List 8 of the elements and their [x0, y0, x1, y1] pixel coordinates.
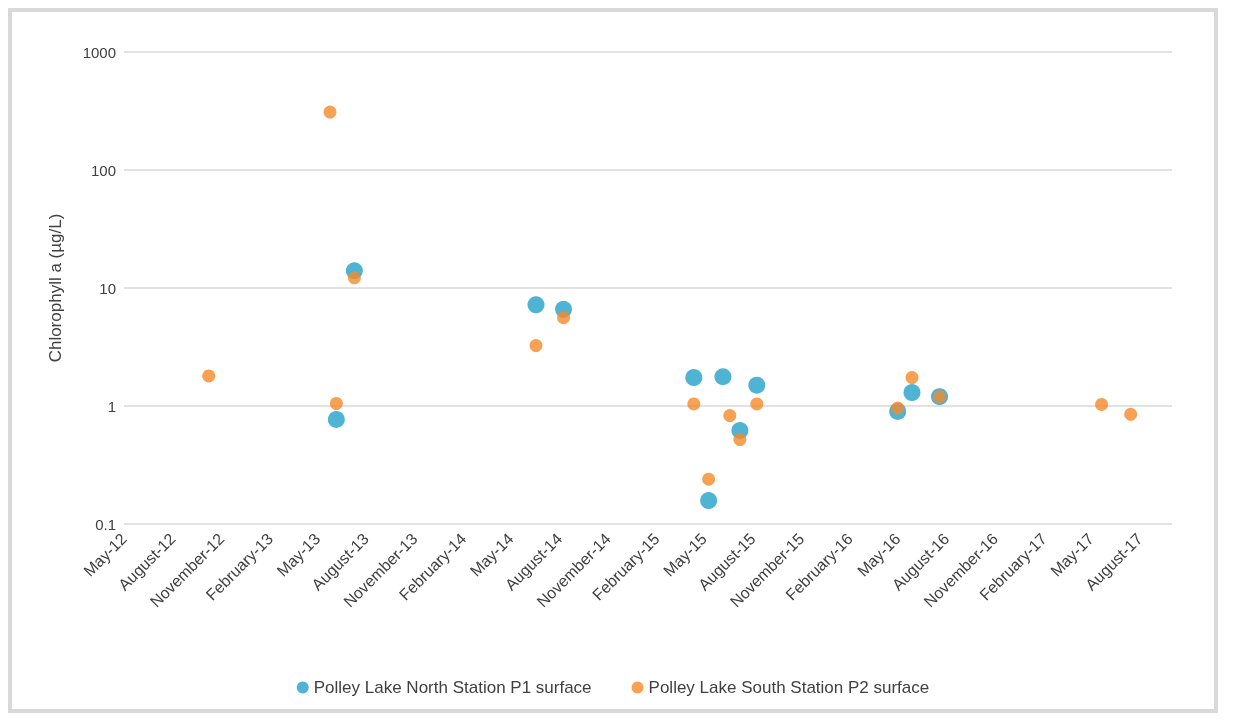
legend-label: Polley Lake North Station P1 surface [313, 678, 592, 697]
y-tick-label: 10 [99, 279, 116, 297]
y-tick-label: 1000 [82, 43, 116, 61]
y-tick-label: 0.1 [95, 515, 116, 533]
y-tick-label: 100 [90, 161, 116, 179]
y-tick-label: 1 [107, 397, 116, 415]
legend-label: Polley Lake South Station P2 surface [648, 678, 930, 697]
y-axis-title: Chlorophyll a (µg/L) [46, 213, 65, 363]
